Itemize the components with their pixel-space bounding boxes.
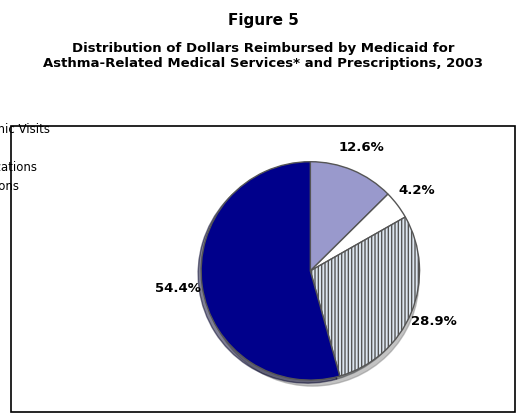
Text: 28.9%: 28.9% — [411, 315, 456, 328]
Wedge shape — [310, 217, 420, 376]
Text: Distribution of Dollars Reimbursed by Medicaid for
Asthma-Related Medical Servic: Distribution of Dollars Reimbursed by Me… — [43, 42, 483, 70]
Text: Figure 5: Figure 5 — [228, 13, 298, 28]
Wedge shape — [310, 194, 406, 271]
Legend: Office/Clinic Visits, ER Visits, Hospitalizations, Prescriptions: Office/Clinic Visits, ER Visits, Hospita… — [0, 118, 54, 197]
Text: 12.6%: 12.6% — [339, 142, 385, 155]
Ellipse shape — [206, 173, 419, 386]
Text: 54.4%: 54.4% — [155, 282, 201, 295]
Text: 4.2%: 4.2% — [398, 184, 435, 197]
Wedge shape — [310, 162, 388, 271]
Wedge shape — [201, 162, 340, 380]
